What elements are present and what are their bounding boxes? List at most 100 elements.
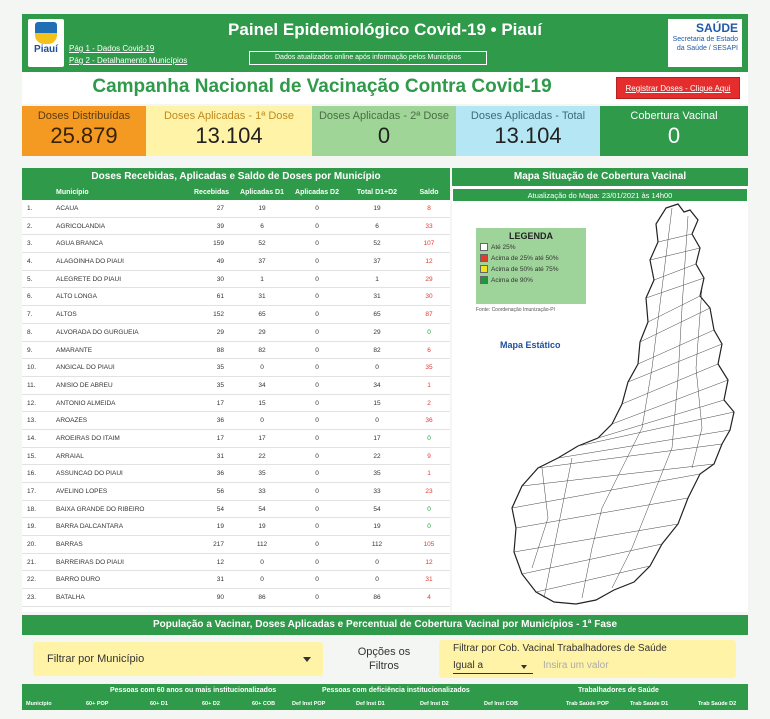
row-municipio: AGRICOLANDIA [56, 222, 106, 230]
row-d2: 0 [315, 222, 319, 230]
row-total: 112 [371, 541, 383, 549]
kpi-value: 13.104 [494, 123, 562, 148]
doses-table-panel[interactable]: Doses Recebidas, Aplicadas e Saldo de Do… [22, 168, 450, 612]
row-index: 2. [27, 222, 33, 230]
row-d1: 0 [260, 364, 264, 372]
row-index: 10. [27, 364, 37, 372]
row-municipio: AGUA BRANCA [56, 240, 103, 248]
row-index: 14. [27, 434, 37, 442]
population-col-header[interactable]: Def Inst COB [484, 701, 518, 707]
table-row[interactable]: 18. BAIXA GRANDE DO RIBEIRO 54 54 0 54 0 [22, 501, 450, 519]
table-row[interactable]: 15. ARRAIAL 31 22 0 22 9 [22, 448, 450, 466]
row-d1: 15 [258, 399, 266, 407]
row-index: 17. [27, 488, 37, 495]
population-col-header[interactable]: 60+ D1 [150, 701, 168, 707]
population-col-header[interactable]: Trab Saúde D2 [698, 701, 737, 707]
population-col-header[interactable]: 60+ D2 [202, 701, 220, 707]
table-row[interactable]: 20. BARRAS 217 112 0 112 105 [22, 536, 450, 554]
row-saldo: 30 [425, 293, 433, 301]
population-col-header[interactable]: Def Inst POP [292, 701, 326, 707]
doses-table-title: Doses Recebidas, Aplicadas e Saldo de Do… [22, 168, 450, 186]
row-saldo: 0 [427, 523, 431, 531]
table-row[interactable]: 14. AROEIRAS DO ITAIM 17 17 0 17 0 [22, 430, 450, 448]
row-index: 13. [27, 417, 37, 425]
map-update-note: Atualização do Mapa: 23/01/2021 às 14h00 [452, 188, 748, 202]
population-col-header[interactable]: Def Inst D2 [420, 701, 449, 707]
doses-table-header: Município Recebidas Aplicadas D1 Aplicad… [22, 186, 450, 200]
nav-link-page1[interactable]: Pág 1 - Dados Covid-19 [69, 44, 155, 53]
row-recebidas: 49 [216, 258, 224, 266]
population-col-header[interactable]: Def Inst D1 [356, 701, 385, 707]
table-row[interactable]: 4. ALAGOINHA DO PIAUI 49 37 0 37 12 [22, 253, 450, 271]
population-col-header[interactable]: Trab Saúde POP [566, 701, 609, 707]
row-saldo: 105 [423, 541, 435, 549]
row-d2: 0 [315, 434, 319, 442]
table-row[interactable]: 3. AGUA BRANCA 159 52 0 52 107 [22, 235, 450, 254]
population-col-header[interactable]: Trab Saúde D1 [630, 701, 669, 707]
col-header-recebidas[interactable]: Recebidas [194, 189, 230, 196]
table-row[interactable]: 8. ALVORADA DO GURGUEIA 29 29 0 29 0 [22, 324, 450, 342]
col-header-saldo[interactable]: Saldo [419, 189, 439, 196]
register-doses-button[interactable]: Registrar Doses - Clique Aqui [616, 77, 740, 99]
page-title: Painel Epidemiológico Covid-19 • Piauí [228, 20, 542, 39]
table-row[interactable]: 12. ANTONIO ALMEIDA 17 15 0 15 2 [22, 395, 450, 413]
row-saldo: 0 [427, 505, 431, 513]
row-recebidas: 61 [216, 293, 224, 301]
row-index: 15. [27, 452, 37, 460]
row-d2: 0 [315, 328, 319, 336]
population-col-header[interactable]: 60+ COB [252, 701, 276, 707]
row-d1: 0 [260, 558, 264, 566]
table-row[interactable]: 16. ASSUNCAO DO PIAUI 36 35 0 35 1 [22, 465, 450, 483]
table-row[interactable]: 2. AGRICOLANDIA 39 6 0 6 33 [22, 218, 450, 236]
row-d2: 0 [315, 488, 319, 495]
row-municipio: AMARANTE [56, 346, 93, 354]
row-saldo: 1 [427, 470, 431, 478]
row-total: 1 [375, 275, 379, 283]
row-saldo: 36 [425, 417, 433, 425]
row-saldo: 1 [427, 381, 431, 389]
table-row[interactable]: 19. BARRA DALCANTARA 19 19 0 19 0 [22, 518, 450, 537]
nav-link-page2[interactable]: Pág 2 - Detalhamento Municípios [69, 56, 188, 65]
row-municipio: ALTO LONGA [56, 293, 97, 301]
table-row[interactable]: 22. BARRO DURO 31 0 0 0 31 [22, 571, 450, 590]
kpi-value: 0 [667, 123, 681, 148]
table-row[interactable]: 7. ALTOS 152 65 0 65 87 [22, 306, 450, 324]
legend-label: Acima de 50% até 75% [491, 266, 559, 273]
crest-icon [35, 22, 57, 44]
row-recebidas: 36 [216, 470, 224, 478]
col-header-d2[interactable]: Aplicadas D2 [295, 189, 339, 196]
row-municipio: ACAUA [56, 205, 79, 212]
table-row[interactable]: 9. AMARANTE 88 82 0 82 6 [22, 342, 450, 360]
population-col-header[interactable]: Município [26, 701, 52, 707]
row-d1: 86 [258, 594, 266, 602]
table-row[interactable]: 17. AVELINO LOPES 56 33 0 33 23 [22, 483, 450, 501]
row-total: 17 [373, 434, 381, 442]
table-row[interactable]: 10. ANGICAL DO PIAUI 35 0 0 0 35 [22, 359, 450, 377]
row-d2: 0 [315, 364, 319, 372]
table-row[interactable]: 6. ALTO LONGA 61 31 0 31 30 [22, 288, 450, 307]
population-col-header[interactable]: 60+ POP [86, 701, 109, 707]
operator-select[interactable]: Igual a [453, 660, 533, 674]
row-saldo: 35 [425, 364, 433, 372]
table-row[interactable]: 5. ALEGRETE DO PIAUI 30 1 0 1 29 [22, 271, 450, 289]
row-index: 5. [27, 275, 33, 283]
col-header-municipio[interactable]: Município [56, 189, 89, 196]
table-row[interactable]: 1. ACAUA 27 19 0 19 8 [22, 200, 450, 218]
coverage-value-input[interactable]: Insira um valor [543, 660, 609, 671]
piaui-state-map[interactable] [452, 168, 748, 612]
table-row[interactable]: 13. AROAZES 36 0 0 0 36 [22, 412, 450, 430]
filter-municipio-dropdown[interactable]: Filtrar por Município [33, 642, 323, 676]
static-map-link[interactable]: Mapa Estático [500, 340, 561, 350]
table-row[interactable]: 23. BATALHA 90 86 0 86 4 [22, 589, 450, 607]
legend-items: Até 25% Acima de 25% até 50% Acima de 50% … [480, 243, 582, 285]
table-row[interactable]: 21. BARREIRAS DO PIAUI 12 0 0 0 12 [22, 554, 450, 572]
table-row[interactable]: 11. ANISIO DE ABREU 35 34 0 34 1 [22, 377, 450, 395]
row-d1: 82 [258, 346, 266, 354]
row-saldo: 2 [427, 399, 431, 407]
col-header-d1[interactable]: Aplicadas D1 [240, 189, 284, 196]
row-index: 16. [27, 470, 37, 478]
row-d2: 0 [315, 558, 319, 566]
col-header-total[interactable]: Total D1+D2 [356, 189, 398, 196]
row-d1: 35 [258, 470, 266, 478]
row-total: 19 [373, 523, 381, 531]
